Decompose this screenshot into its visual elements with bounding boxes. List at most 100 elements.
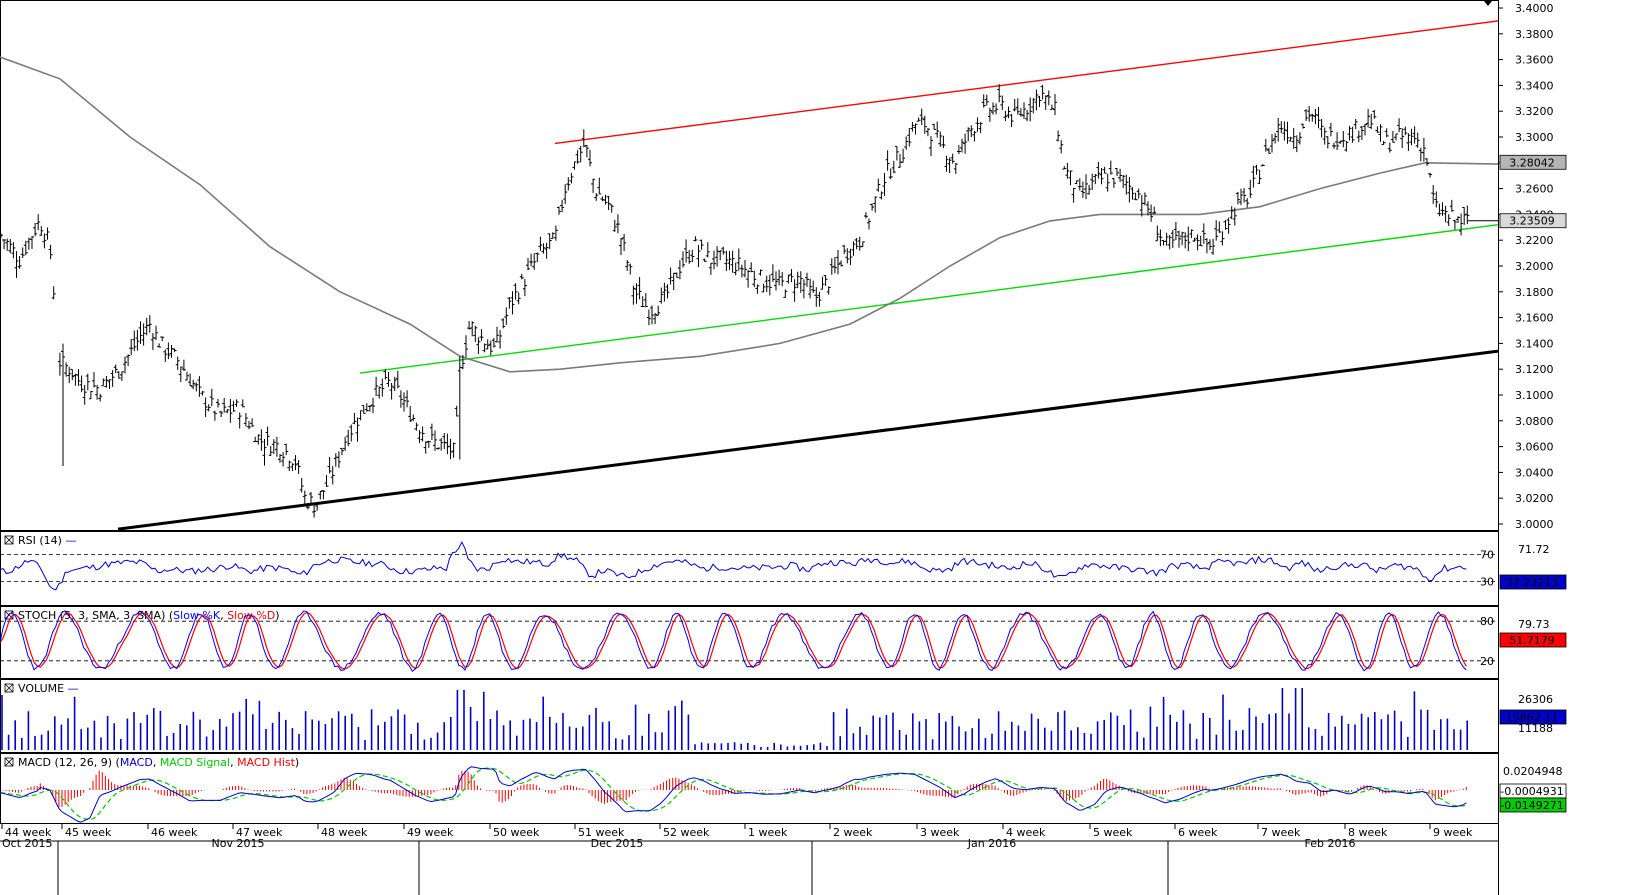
price-bar bbox=[485, 339, 490, 350]
price-bar bbox=[755, 284, 760, 294]
price-bar bbox=[888, 168, 893, 180]
price-bar bbox=[994, 103, 999, 115]
week-label: 49 week bbox=[407, 826, 454, 839]
price-bar bbox=[860, 241, 865, 248]
price-bar bbox=[1062, 166, 1067, 170]
panel-title-text: MACD (12, 26, 9) (MACD, MACD Signal, MAC… bbox=[18, 756, 299, 769]
price-bar bbox=[1217, 221, 1222, 233]
macd-line bbox=[0, 766, 1467, 823]
price-bar bbox=[464, 335, 468, 358]
price-bar bbox=[231, 400, 236, 412]
macd-scale-label: 0.0204948 bbox=[1503, 765, 1563, 778]
price-bar bbox=[36, 214, 41, 231]
price-bar bbox=[836, 249, 840, 275]
price-bar bbox=[417, 430, 422, 444]
month-label: Nov 2015 bbox=[212, 837, 265, 850]
price-bar bbox=[73, 373, 78, 386]
price-bar bbox=[938, 131, 943, 147]
price-bar bbox=[8, 239, 13, 254]
price-bar bbox=[1263, 139, 1268, 152]
price-bar bbox=[997, 84, 1002, 103]
price-bar bbox=[1372, 110, 1377, 119]
price-bar bbox=[529, 253, 534, 267]
price-bar bbox=[1046, 90, 1051, 106]
price-bar bbox=[696, 245, 701, 268]
price-bar bbox=[14, 251, 19, 278]
price-bar bbox=[594, 193, 599, 201]
week-label: 52 week bbox=[663, 826, 710, 839]
price-bar bbox=[1152, 206, 1157, 214]
price-bar bbox=[956, 145, 961, 154]
price-bar bbox=[687, 250, 692, 264]
price-bar bbox=[402, 392, 406, 412]
price-bar bbox=[138, 321, 143, 345]
y-tick-label: 3.2200 bbox=[1515, 234, 1554, 247]
price-bar bbox=[498, 329, 503, 349]
price-bar bbox=[749, 262, 754, 273]
stoch-last-label-box bbox=[1499, 632, 1567, 648]
price-bar bbox=[157, 343, 162, 348]
price-bar bbox=[154, 325, 158, 340]
price-bar bbox=[1080, 181, 1085, 198]
price-bar bbox=[960, 138, 964, 153]
y-tick-label: 3.0800 bbox=[1515, 415, 1554, 428]
price-bar bbox=[1452, 219, 1457, 230]
week-label: 48 week bbox=[321, 826, 368, 839]
price-bar bbox=[389, 382, 394, 400]
price-bar bbox=[919, 108, 924, 126]
price-bar bbox=[216, 398, 220, 408]
y-tick-label: 3.2600 bbox=[1515, 183, 1554, 196]
price-bar bbox=[1121, 175, 1126, 189]
price-bar bbox=[752, 270, 757, 288]
price-bar bbox=[560, 199, 565, 213]
price-bar bbox=[1378, 124, 1383, 142]
price-bar bbox=[1301, 123, 1305, 129]
price-bar bbox=[789, 269, 794, 283]
price-bar bbox=[194, 382, 199, 392]
price-bar bbox=[743, 259, 747, 278]
price-bar bbox=[1254, 164, 1259, 175]
price-bar bbox=[457, 356, 462, 460]
y-tick-label: 3.3600 bbox=[1515, 54, 1554, 67]
price-bar bbox=[935, 121, 940, 138]
price-bar bbox=[547, 233, 552, 250]
price-bar bbox=[1195, 234, 1200, 251]
price-bar bbox=[879, 191, 884, 200]
price-bar bbox=[504, 307, 509, 325]
price-bar bbox=[30, 236, 34, 249]
price-bar bbox=[250, 418, 255, 427]
collapse-arrow-icon[interactable] bbox=[1484, 1, 1492, 6]
price-bar bbox=[188, 373, 193, 387]
price-bar bbox=[1093, 174, 1098, 185]
price-bar bbox=[448, 438, 453, 460]
price-bar bbox=[240, 399, 245, 408]
price-bar bbox=[284, 443, 289, 456]
price-bar bbox=[767, 274, 772, 296]
macd-title: MACD (12, 26, 9) (MACD, MACD Signal, MAC… bbox=[4, 756, 299, 769]
price-bar bbox=[346, 429, 351, 447]
panel-title-part: VOLUME bbox=[18, 682, 68, 695]
rsi-level-label: 30 bbox=[1480, 576, 1494, 589]
price-bar bbox=[541, 243, 546, 254]
y-tick-label: 3.4000 bbox=[1515, 2, 1554, 15]
price-bar bbox=[808, 278, 813, 299]
week-label: 7 week bbox=[1261, 826, 1301, 839]
price-bar bbox=[907, 127, 912, 147]
trendline-1 bbox=[359, 224, 1499, 374]
price-bar bbox=[901, 148, 906, 163]
price-bar bbox=[5, 238, 10, 251]
price-bar bbox=[305, 502, 310, 510]
macd-legend-hist: MACD Hist bbox=[237, 756, 296, 769]
price-bar bbox=[1338, 140, 1343, 145]
price-bar bbox=[1139, 194, 1144, 217]
price-bar bbox=[665, 284, 670, 299]
price-bar bbox=[392, 376, 397, 391]
macd-last-box bbox=[1499, 797, 1567, 813]
price-bar bbox=[1276, 117, 1281, 142]
price-bar bbox=[451, 442, 456, 458]
price-bar bbox=[1053, 93, 1057, 116]
rsi-last-label-text: 37.23213 bbox=[1506, 576, 1559, 589]
ma-value-label-box bbox=[1499, 154, 1567, 170]
price-bar bbox=[553, 225, 558, 241]
price-bar bbox=[513, 283, 518, 300]
